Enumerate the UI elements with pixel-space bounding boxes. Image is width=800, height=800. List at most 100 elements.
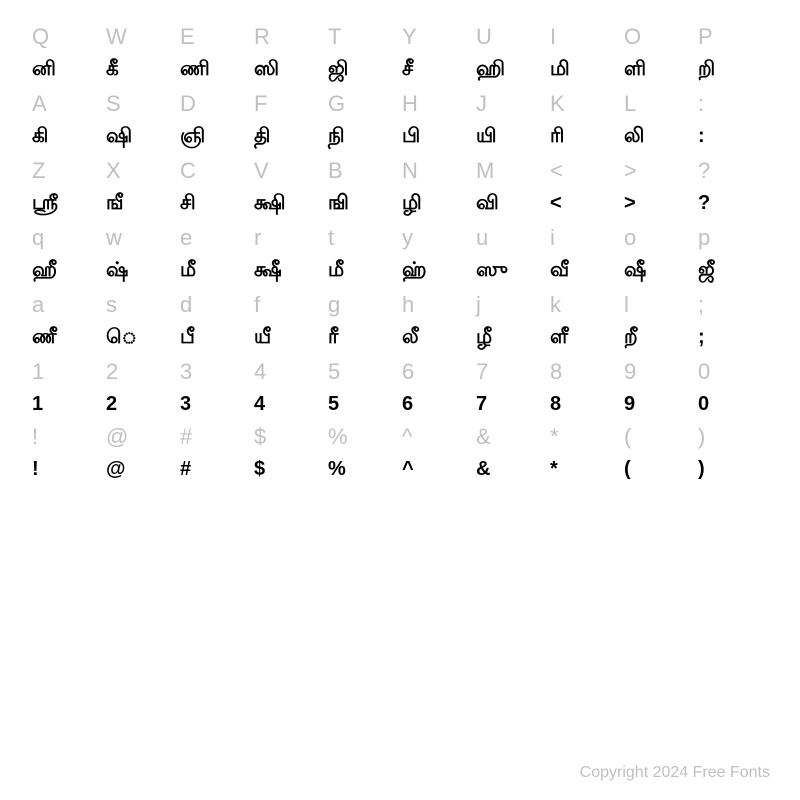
glyph-label: ணீ: [32, 326, 56, 351]
key-label: B: [328, 158, 343, 184]
char-cell: Fதி: [252, 87, 326, 154]
glyph-label: ஷீ: [624, 259, 646, 284]
glyph-label: 0: [698, 393, 709, 416]
key-label: D: [180, 91, 196, 117]
char-cell: fயீ: [252, 288, 326, 355]
glyph-label: #: [180, 458, 191, 481]
glyph-label: ரீ: [328, 326, 338, 351]
glyph-label: 5: [328, 393, 339, 416]
glyph-label: $: [254, 458, 265, 481]
key-label: s: [106, 292, 117, 318]
key-label: ?: [698, 158, 710, 184]
glyph-label: க்ஷி: [254, 192, 286, 217]
char-cell: $$: [252, 420, 326, 485]
key-label: S: [106, 91, 121, 117]
key-label: 2: [106, 359, 118, 385]
glyph-label: 2: [106, 393, 117, 416]
char-cell: Dஞி: [178, 87, 252, 154]
glyph-label: ழி: [402, 192, 422, 217]
char-cell: Iமி: [548, 20, 622, 87]
char-cell: 33: [178, 355, 252, 420]
char-cell: Tஜி: [326, 20, 400, 87]
glyph-label: சீ: [402, 58, 413, 83]
char-cell: ;;: [696, 288, 770, 355]
glyph-label: ஹ்: [402, 259, 427, 284]
char-cell: 66: [400, 355, 474, 420]
key-label: >: [624, 158, 637, 184]
key-label: Q: [32, 24, 49, 50]
glyph-label: 7: [476, 393, 487, 416]
char-cell: Zஸ்ரீ: [30, 154, 104, 221]
glyph-label: ஹி: [476, 58, 505, 83]
glyph-label: ஸ்ரீ: [32, 192, 58, 217]
glyph-label: (: [624, 458, 631, 481]
glyph-label: ெ: [106, 326, 137, 351]
char-cell: tமீ: [326, 221, 400, 288]
key-label: V: [254, 158, 269, 184]
char-cell: uஸு: [474, 221, 548, 288]
char-cell: %%: [326, 420, 400, 485]
key-label: l: [624, 292, 629, 318]
key-label: N: [402, 158, 418, 184]
key-label: W: [106, 24, 127, 50]
char-cell: >>: [622, 154, 696, 221]
char-cell: Jயி: [474, 87, 548, 154]
key-label: ;: [698, 292, 704, 318]
glyph-label: ஸு: [476, 259, 508, 284]
key-label: g: [328, 292, 340, 318]
glyph-label: ஷி: [106, 125, 132, 150]
glyph-label: வி: [476, 192, 499, 217]
glyph-label: வீ: [550, 259, 569, 284]
glyph-label: :: [698, 125, 705, 148]
char-cell: U ஹி: [474, 20, 548, 87]
key-label: *: [550, 424, 559, 450]
key-label: A: [32, 91, 47, 117]
key-label: (: [624, 424, 631, 450]
character-map-grid: QனிWகீEணிRஸிTஜிYசீUஹிIமிOளிPறிAகிSஷிDஞிF…: [30, 20, 770, 485]
glyph-label: 4: [254, 393, 265, 416]
char-cell: A கி: [30, 87, 104, 154]
copyright-footer: Copyright 2024 Free Fonts: [580, 764, 770, 782]
glyph-label: ரி: [550, 125, 564, 150]
key-label: r: [254, 225, 261, 251]
key-label: <: [550, 158, 563, 184]
glyph-label: ஷ்: [106, 259, 128, 284]
glyph-label: 9: [624, 393, 635, 416]
glyph-label: ளீ: [550, 326, 568, 351]
char-cell: Wகீ: [104, 20, 178, 87]
glyph-label: னி: [32, 58, 56, 83]
key-label: i: [550, 225, 555, 251]
char-cell: Oளி: [622, 20, 696, 87]
glyph-label: நி: [328, 125, 345, 150]
glyph-label: *: [550, 458, 558, 481]
char-cell: 00: [696, 355, 770, 420]
glyph-label: !: [32, 458, 39, 481]
glyph-label: ): [698, 458, 705, 481]
key-label: d: [180, 292, 192, 318]
key-label: 8: [550, 359, 562, 385]
char-cell: pஜீ: [696, 221, 770, 288]
glyph-label: க்ஷீ: [254, 259, 282, 284]
glyph-label: றீ: [624, 326, 638, 351]
key-label: U: [476, 24, 492, 50]
glyph-label: ஸி: [254, 58, 279, 83]
char-cell: )): [696, 420, 770, 485]
char-cell: ??: [696, 154, 770, 221]
glyph-label: கி: [32, 125, 48, 150]
glyph-label: ழீ: [476, 326, 492, 351]
glyph-label: ஜி: [328, 58, 348, 83]
key-label: ^: [402, 424, 412, 450]
glyph-label: ஹீ: [32, 259, 57, 284]
glyph-label: லி: [624, 125, 644, 150]
glyph-label: தி: [254, 125, 270, 150]
key-label: k: [550, 292, 561, 318]
glyph-label: >: [624, 192, 636, 215]
key-label: p: [698, 225, 710, 251]
key-label: 1: [32, 359, 44, 385]
glyph-label: ;: [698, 326, 705, 349]
glyph-label: பீ: [180, 326, 195, 351]
char-cell: Mவி: [474, 154, 548, 221]
char-cell: V க்ஷி: [252, 154, 326, 221]
key-label: j: [476, 292, 481, 318]
char-cell: 44: [252, 355, 326, 420]
